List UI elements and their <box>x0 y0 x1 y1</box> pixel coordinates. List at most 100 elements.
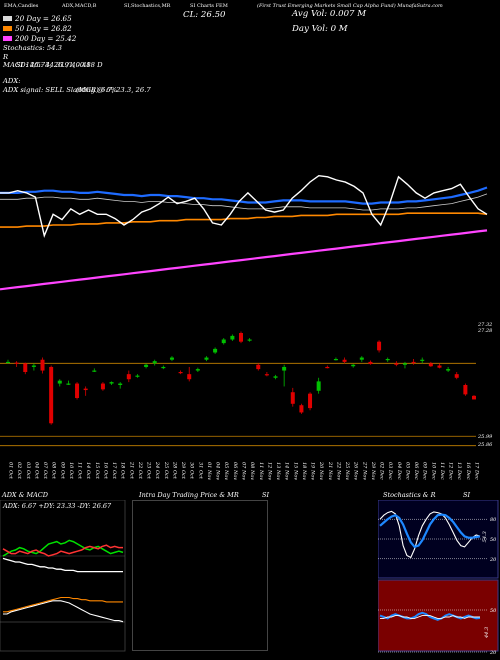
candle-body <box>377 341 382 351</box>
adx-label: ADX: <box>3 77 21 85</box>
adx-series-adx <box>2 557 123 573</box>
adx-values-text: ADX: 6.67 +DY: 23.33 -DY: 26.67 <box>2 502 112 510</box>
intraday-panel <box>132 500 268 651</box>
header-tab[interactable]: SI Charts FEM <box>190 3 228 9</box>
date-tick-label: 04 Oct <box>33 462 39 480</box>
legend-ema50: 50 Day = 26.82 <box>3 23 117 33</box>
day-volume: Day Vol: 0 M <box>292 24 348 34</box>
candle-body <box>256 364 261 370</box>
r-label: R <box>3 53 9 61</box>
avg-volume: Avg Vol: 0.007 M <box>292 9 367 19</box>
date-tick-label: 18 Nov <box>301 462 307 480</box>
date-tick-label: 12 Nov <box>266 462 272 480</box>
date-tick-label: 11 Oct <box>77 462 83 480</box>
candle-body <box>152 361 157 364</box>
date-tick-label: 28 Oct <box>171 461 177 480</box>
candle-body <box>446 369 451 371</box>
date-tick-label: 03 Oct <box>25 462 31 480</box>
date-tick-label: 10 Dec <box>430 462 436 480</box>
candle-body <box>385 359 390 361</box>
candle-body <box>204 357 209 360</box>
candle-body <box>57 380 62 384</box>
stochastics-si-label: SI <box>463 491 471 499</box>
candle-body <box>195 369 200 371</box>
intraday-si-label: SI <box>262 491 270 499</box>
stoch-series-d <box>379 513 481 549</box>
date-tick-label: 14 Nov <box>284 462 290 480</box>
candle-body <box>420 359 425 361</box>
candle-body <box>161 366 166 369</box>
candle-body <box>92 370 97 372</box>
candle-body <box>49 366 54 424</box>
date-tick-label: 17 Dec <box>474 462 480 480</box>
candle-body <box>454 374 459 378</box>
date-tick-label: 21 Nov <box>327 461 333 480</box>
stoch-tick-label: 80 <box>490 517 497 523</box>
date-tick-label: 05 Dec <box>404 462 410 480</box>
candle-body <box>14 362 19 364</box>
date-tick-label: 07 Oct <box>42 462 48 480</box>
candle-body <box>342 359 347 362</box>
date-tick-label: 16 Dec <box>465 462 471 480</box>
stoch-tick-label: 50 <box>490 537 497 543</box>
header-tab[interactable]: SI,Stochastics,MR <box>124 3 171 9</box>
date-tick-label: 20 Nov <box>318 461 324 480</box>
si-line <box>0 174 488 238</box>
candle-body <box>109 382 114 384</box>
date-tick-label: 06 Dec <box>413 462 419 480</box>
date-tick-label: 06 Nov <box>232 462 238 480</box>
date-tick-label: 07 Nov <box>241 462 247 480</box>
date-tick-label: 01 Oct <box>8 462 14 480</box>
candle-body <box>333 359 338 361</box>
stochastics-value: Stochastics: 54.3 <box>3 44 62 52</box>
ema50-label: 50 Day = 26.82 <box>15 23 72 33</box>
adx-values: (MGR) 6.7, 23.3, 26.7 <box>76 86 151 94</box>
macd-value: MACD: 26.73, 26.91, -0.18 D <box>3 61 103 69</box>
header-tab[interactable]: ADX,MACD,B <box>62 3 97 9</box>
date-tick-label: 08 Oct <box>51 462 57 480</box>
date-tick-label: 15 Oct <box>94 462 100 480</box>
date-tick-label: 04 Nov <box>215 462 221 480</box>
date-tick-label: 30 Oct <box>189 462 195 480</box>
date-tick-label: 22 Oct <box>137 461 143 480</box>
candle-body <box>178 372 183 374</box>
ema200-line <box>0 229 488 291</box>
adx-panel-frame <box>0 500 126 652</box>
date-tick-label: 08 Nov <box>249 462 255 480</box>
date-tick-label: 31 Oct <box>197 462 203 480</box>
intraday-panel-title: Intra Day Trading Price & MR <box>139 491 239 499</box>
date-tick-label: 22 Nov <box>335 461 341 480</box>
adx-signal: ADX signal: SELL Slanting @ 6% <box>3 86 118 94</box>
date-tick-label: 10 Oct <box>68 462 74 480</box>
candle-body <box>316 381 321 391</box>
date-tick-label: 11 Nov <box>258 462 264 480</box>
candle-body <box>472 395 476 400</box>
ema20-swatch <box>3 15 12 21</box>
stochastics-panel-title: Stochastics & R <box>383 491 436 499</box>
price-label: 27.28 <box>478 328 493 334</box>
date-tick-label: 13 Nov <box>275 462 281 480</box>
candle-body <box>273 376 278 378</box>
close-price: CL: 26.50 <box>183 10 226 20</box>
ema200-swatch <box>3 35 12 41</box>
candle-body <box>6 361 10 364</box>
macd-series-macd <box>3 600 124 623</box>
stoch-tick-label: 20 <box>489 557 497 563</box>
header-tab[interactable]: EMA,Candles <box>4 3 39 9</box>
candle-body <box>325 366 330 369</box>
candle-body <box>368 361 373 365</box>
candle-body <box>437 365 442 368</box>
candle-body <box>213 348 218 353</box>
si-series-sisignal <box>380 615 480 619</box>
date-tick-label: 13 Dec <box>456 462 462 480</box>
date-tick-label: 09 Dec <box>422 462 428 480</box>
date-tick-label: 17 Oct <box>111 462 117 480</box>
date-tick-label: 21 Oct <box>128 461 134 480</box>
date-tick-label: 11 Dec <box>439 462 445 480</box>
candle-body <box>394 363 399 365</box>
date-tick-label: 12 Dec <box>448 462 454 480</box>
date-tick-label: 29 Nov <box>370 461 376 480</box>
candle-body <box>100 383 105 390</box>
ema50-swatch <box>3 25 12 31</box>
